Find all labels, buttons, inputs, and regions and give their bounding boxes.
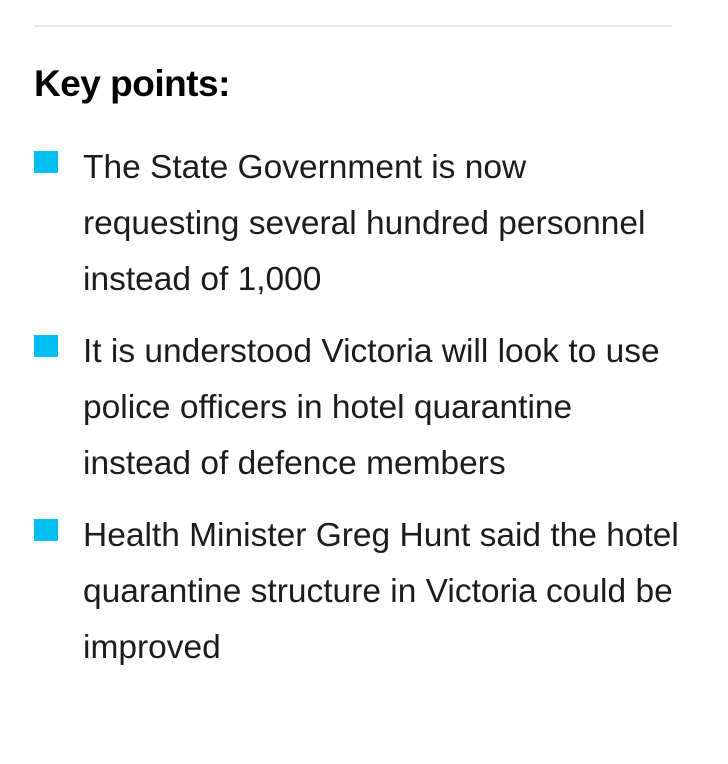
key-point-item: Health Minister Greg Hunt said the hotel… <box>34 508 684 676</box>
square-bullet-icon <box>34 335 58 357</box>
key-point-item: The State Government is now requesting s… <box>34 140 684 308</box>
square-bullet-icon <box>34 519 58 541</box>
divider <box>34 25 671 27</box>
key-point-text: It is understood Victoria will look to u… <box>83 333 660 482</box>
key-points-heading: Key points: <box>34 63 230 104</box>
key-point-text: The State Government is now requesting s… <box>83 149 646 298</box>
square-bullet-icon <box>34 151 58 173</box>
key-points-list: The State Government is now requesting s… <box>34 140 684 692</box>
key-point-item: It is understood Victoria will look to u… <box>34 324 684 492</box>
key-point-text: Health Minister Greg Hunt said the hotel… <box>83 517 679 666</box>
